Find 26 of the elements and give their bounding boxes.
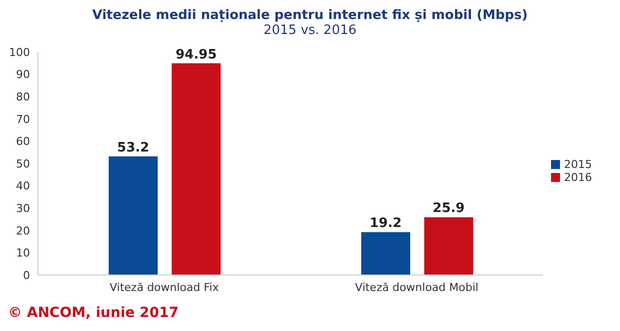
bar bbox=[361, 232, 410, 275]
y-tick-label: 20 bbox=[16, 224, 30, 238]
chart-title: Vitezele medii naționale pentru internet fix și mobil (Mbps) bbox=[91, 8, 529, 23]
data-label: 94.95 bbox=[176, 47, 217, 62]
bar bbox=[108, 156, 158, 275]
y-tick-label: 70 bbox=[16, 112, 30, 126]
y-tick-label: 100 bbox=[9, 46, 30, 59]
y-tick-label: 0 bbox=[23, 268, 30, 282]
y-tick-label: 40 bbox=[16, 180, 30, 193]
legend-label: 2016 bbox=[564, 170, 592, 184]
x-tick-label: Viteză download Mobil bbox=[355, 280, 478, 294]
bar bbox=[172, 63, 221, 275]
y-tick-label: 30 bbox=[16, 202, 30, 216]
x-tick-label: Viteză download Fix bbox=[110, 280, 220, 294]
y-tick-label: 50 bbox=[16, 157, 30, 170]
text: © ANCOM, iunie 2017 bbox=[8, 305, 180, 321]
y-tick-label: 90 bbox=[16, 68, 30, 82]
data-label: 19.2 bbox=[370, 216, 402, 232]
legend-label: 2015 bbox=[564, 158, 592, 170]
bar bbox=[424, 217, 474, 275]
chart-subtitle: 2015 vs. 2016 bbox=[262, 23, 358, 38]
data-label: 53.2 bbox=[117, 140, 150, 156]
data-label: 25.9 bbox=[432, 201, 465, 216]
y-tick-label: 10 bbox=[16, 246, 30, 260]
y-tick-label: 60 bbox=[16, 135, 30, 148]
y-tick-label: 80 bbox=[16, 90, 30, 104]
